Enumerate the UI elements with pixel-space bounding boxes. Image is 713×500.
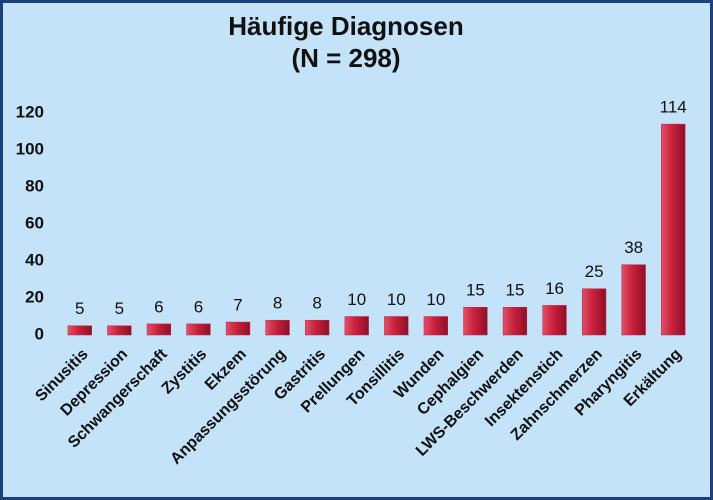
value-label: 16 xyxy=(545,279,564,298)
y-tick-label: 0 xyxy=(35,324,44,343)
y-tick-label: 100 xyxy=(16,139,44,158)
y-tick-label: 60 xyxy=(25,213,44,232)
y-tick-label: 120 xyxy=(16,102,44,121)
bar xyxy=(423,316,448,336)
value-label: 7 xyxy=(233,296,242,315)
value-label: 6 xyxy=(154,297,163,316)
value-label: 15 xyxy=(506,281,525,300)
bar xyxy=(146,323,172,336)
value-label: 5 xyxy=(75,299,84,318)
bar xyxy=(265,319,290,336)
bar xyxy=(107,325,132,336)
value-label: 6 xyxy=(194,297,203,316)
chart-subtitle: (N = 298) xyxy=(291,43,400,73)
value-label: 10 xyxy=(347,290,366,309)
y-tick-label: 40 xyxy=(25,250,44,269)
chart-title: Häufige Diagnosen xyxy=(228,11,463,41)
value-label: 8 xyxy=(273,294,282,313)
bar xyxy=(67,325,92,336)
value-label: 25 xyxy=(585,262,604,281)
value-label: 114 xyxy=(660,98,687,117)
bar xyxy=(502,307,528,336)
bar xyxy=(621,264,646,336)
value-label: 38 xyxy=(624,238,643,257)
bar xyxy=(225,321,251,336)
value-label: 10 xyxy=(426,290,445,309)
y-tick-label: 80 xyxy=(25,176,44,195)
value-label: 10 xyxy=(387,290,406,309)
bar xyxy=(186,323,211,336)
y-tick-label: 20 xyxy=(25,287,44,306)
value-label: 8 xyxy=(312,294,321,313)
bar xyxy=(542,305,567,336)
bar xyxy=(305,319,330,336)
value-label: 5 xyxy=(115,299,124,318)
bar xyxy=(384,316,409,336)
bar xyxy=(463,307,488,336)
bar xyxy=(581,288,607,336)
bar xyxy=(661,123,686,336)
bar xyxy=(344,316,369,336)
value-label: 15 xyxy=(466,281,485,300)
